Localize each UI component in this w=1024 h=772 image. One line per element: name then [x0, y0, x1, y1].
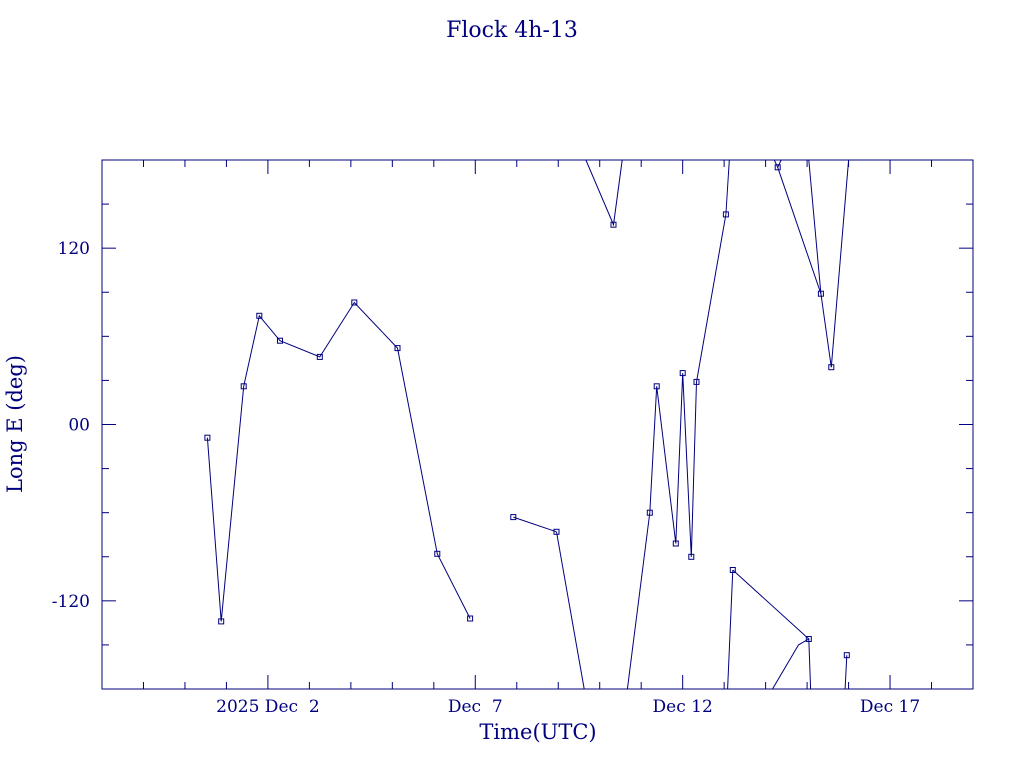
- y-tick-label: 00: [68, 416, 90, 436]
- y-tick-label: 120: [58, 239, 90, 259]
- wrap-segment: [772, 638, 812, 689]
- data-point: [467, 615, 474, 622]
- x-tick-label: Dec 17: [860, 697, 920, 717]
- wrap-segment: [844, 655, 848, 689]
- data-point: [693, 378, 700, 385]
- wrap-segment: [773, 160, 782, 169]
- series-line: [777, 167, 832, 368]
- axis-ticks: [102, 160, 973, 689]
- data-point: [351, 299, 358, 306]
- chart-title: Flock 4h-13: [446, 18, 578, 43]
- wrap-segment: [830, 160, 850, 368]
- x-tick-label: Dec 7: [448, 697, 503, 717]
- data-point: [510, 514, 517, 521]
- wrap-segment: [725, 160, 730, 215]
- data-point: [277, 337, 283, 344]
- wrap-segment: [727, 569, 734, 689]
- y-tick-label: -120: [52, 592, 90, 612]
- series-line: [732, 569, 810, 640]
- series-line: [513, 516, 557, 533]
- data-point: [434, 550, 441, 557]
- data-point: [688, 553, 695, 560]
- tick-labels: 2025 Dec 2 Dec 7 Dec 12 Dec 17 120 00 -120: [52, 239, 920, 717]
- data-point: [679, 370, 686, 377]
- wrap-segment: [808, 160, 822, 294]
- data-point: [653, 383, 660, 390]
- data-point: [218, 618, 225, 625]
- y-axis-label: Long E (deg): [3, 355, 27, 493]
- data-point: [240, 383, 247, 390]
- data-point: [672, 540, 679, 547]
- wrap-segment: [556, 531, 585, 689]
- data-point: [256, 312, 263, 319]
- x-axis-label: Time(UTC): [479, 720, 596, 744]
- data-point: [774, 164, 781, 171]
- x-tick-label: Dec 12: [653, 697, 713, 717]
- series-group: [204, 160, 850, 689]
- x-tick-label: 2025 Dec 2: [216, 697, 320, 717]
- data-point: [394, 345, 401, 352]
- wrap-segment: [626, 512, 651, 689]
- wrap-segment: [585, 160, 623, 227]
- series-line: [206, 301, 471, 622]
- data-point: [204, 434, 211, 441]
- data-point: [316, 353, 323, 360]
- series-line: [649, 214, 727, 557]
